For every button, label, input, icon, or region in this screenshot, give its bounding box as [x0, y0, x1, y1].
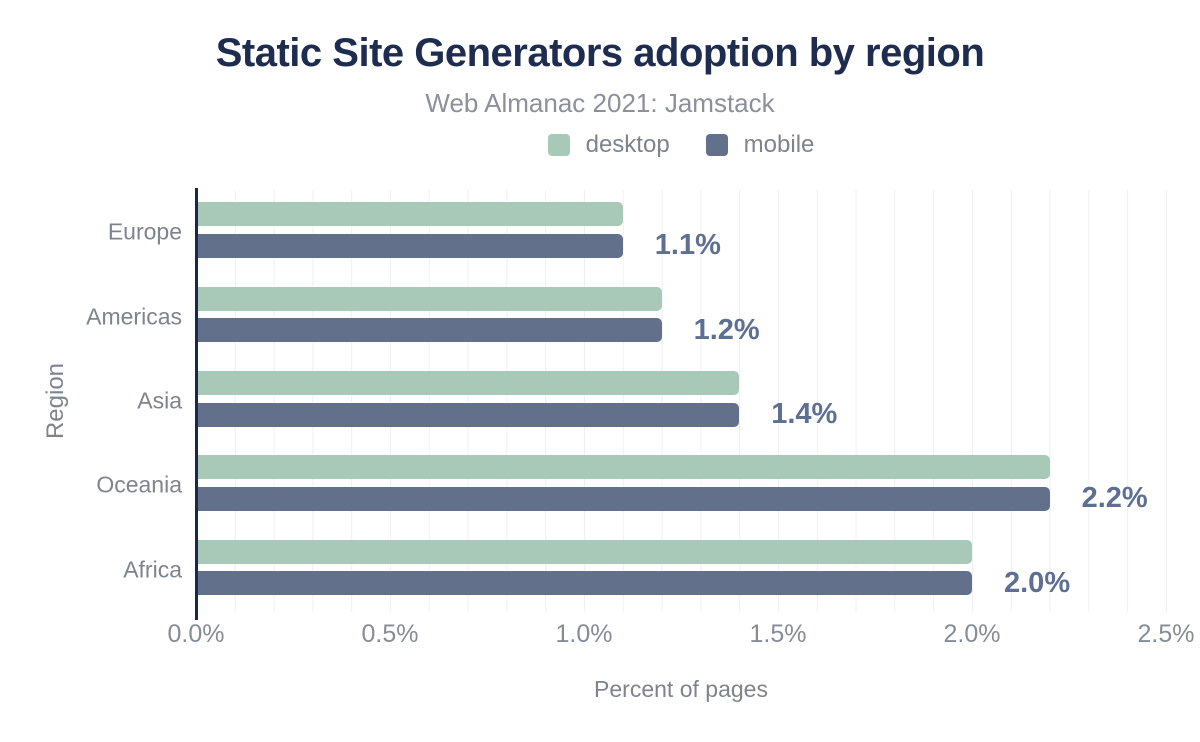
chart-area: Region Europe 1.1% Americas 1.2% Asia 1.4% Oce… — [0, 188, 1200, 620]
desktop-bar-africa — [196, 539, 972, 564]
x-axis: 0.0% 0.5% 1.0% 1.5% 2.0% 2.5% — [168, 612, 1195, 658]
plot-area: Europe 1.1% Americas 1.2% Asia 1.4% Oceania 2.2… — [86, 188, 1167, 620]
mobile-bar-row: 1.2% — [196, 314, 1166, 347]
y-axis-line — [195, 188, 198, 620]
mobile-bar-africa — [196, 571, 972, 596]
mobile-swatch-icon — [705, 134, 728, 156]
desktop-bar-europe — [196, 202, 623, 227]
legend: desktop mobile — [196, 131, 1166, 159]
bar-group-europe: Europe 1.1% — [108, 190, 1166, 274]
desktop-bar-americas — [196, 286, 662, 311]
legend-label-desktop: desktop — [585, 131, 670, 158]
bar-group-africa: Africa 2.0% — [123, 528, 1166, 612]
legend-item-desktop: desktop — [547, 131, 670, 159]
mobile-bar-row: 2.0% — [196, 567, 1166, 600]
data-label-oceania: 2.2% — [1081, 482, 1148, 515]
legend-label-mobile: mobile — [743, 131, 815, 158]
category-label-asia: Asia — [137, 387, 182, 414]
data-label-africa: 2.0% — [1004, 566, 1071, 599]
category-label-europe: Europe — [107, 218, 182, 245]
category-label-africa: Africa — [123, 556, 182, 583]
legend-item-mobile: mobile — [705, 131, 815, 159]
x-axis-title: Percent of pages — [594, 676, 768, 702]
mobile-bar-row: 1.4% — [196, 398, 1166, 431]
mobile-bar-row: 2.2% — [196, 482, 1166, 515]
bar-group-asia: Asia 1.4% — [137, 359, 1166, 443]
x-tick-label-0.5%: 0.5% — [361, 620, 419, 648]
chart-subtitle: Web Almanac 2021: Jamstack — [425, 88, 775, 118]
mobile-bar-row: 1.1% — [196, 229, 1166, 262]
desktop-swatch-icon — [547, 134, 570, 156]
bar-group-oceania: Oceania 2.2% — [96, 443, 1166, 527]
bar-groups: Europe 1.1% Americas 1.2% Asia 1.4% Oceania 2.2… — [86, 190, 1166, 612]
x-tick-label-2.5%: 2.5% — [1137, 620, 1195, 648]
desktop-bar-oceania — [196, 455, 1050, 480]
data-label-asia: 1.4% — [771, 398, 838, 431]
category-label-oceania: Oceania — [96, 471, 182, 498]
y-axis-title: Region — [42, 362, 69, 440]
bar-group-americas: Americas 1.2% — [86, 274, 1166, 358]
desktop-bar-asia — [196, 371, 740, 396]
mobile-bar-americas — [196, 318, 662, 343]
data-label-europe: 1.1% — [654, 229, 721, 262]
x-tick-label-0.0%: 0.0% — [167, 620, 225, 648]
mobile-bar-asia — [196, 402, 740, 427]
x-tick-label-2.0%: 2.0% — [943, 620, 1001, 648]
mobile-bar-europe — [196, 233, 623, 258]
category-label-americas: Americas — [86, 303, 182, 330]
mobile-bar-oceania — [196, 486, 1050, 511]
chart-title: Static Site Generators adoption by regio… — [215, 31, 985, 75]
x-tick-label-1.0%: 1.0% — [555, 620, 613, 648]
data-label-americas: 1.2% — [693, 313, 760, 346]
x-tick-label-1.5%: 1.5% — [749, 620, 807, 648]
